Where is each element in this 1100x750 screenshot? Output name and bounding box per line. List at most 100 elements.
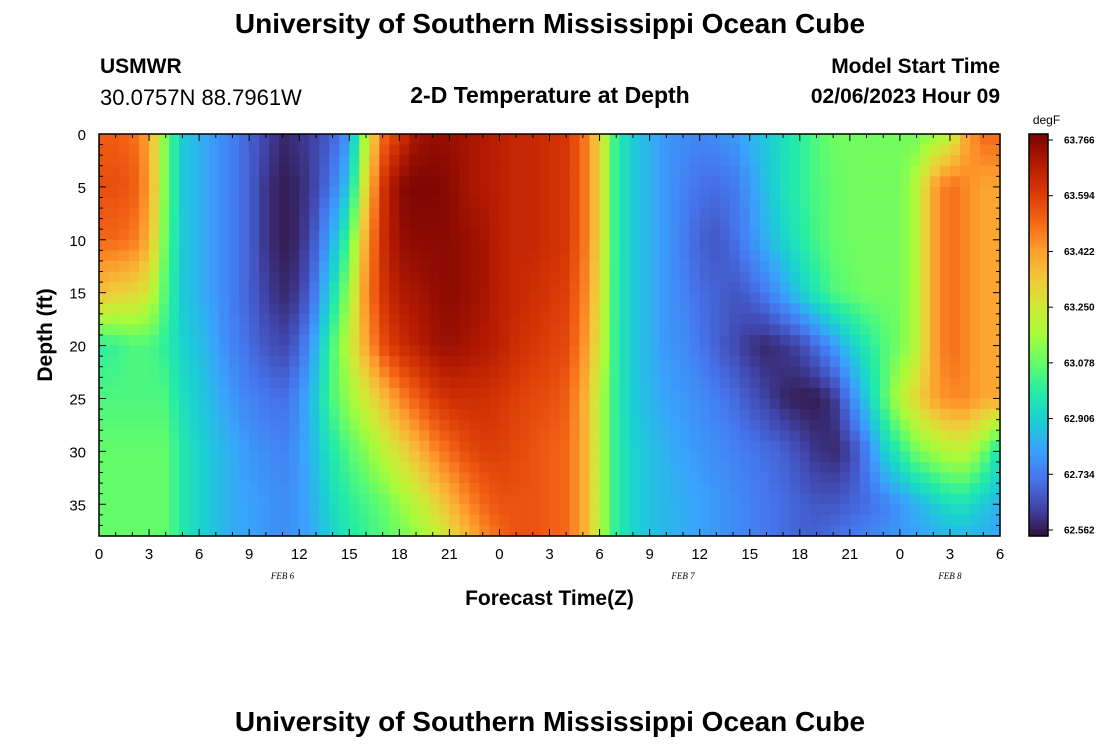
heatmap-cell [169,260,180,273]
heatmap-cell [549,197,561,209]
heatmap-cell [639,260,651,273]
heatmap-cell [249,483,260,495]
heatmap-cell [449,409,460,421]
heatmap-cell [439,398,450,410]
heatmap-cell [979,514,991,527]
heatmap-cell [919,504,931,516]
heatmap-cell [829,218,841,230]
heatmap-cell [709,229,721,241]
heatmap-cell [129,144,140,156]
heatmap-cell [299,345,310,357]
heatmap-cell [479,419,491,431]
heatmap-cell [889,335,901,347]
heatmap-cell [929,483,941,495]
heatmap-cell [419,250,430,262]
heatmap-cell [889,176,901,188]
heatmap-cell [279,483,290,495]
heatmap-cell [779,472,791,484]
heatmap-cell [749,239,761,251]
heatmap-cell [699,186,711,199]
heatmap-cell [149,493,160,505]
heatmap-cell [619,514,631,527]
heatmap-cell [129,356,140,368]
heatmap-cell [279,197,290,209]
heatmap-cell [799,303,811,315]
heatmap-cell [519,398,531,410]
heatmap-cell [329,324,340,336]
heatmap-cell [759,324,771,336]
heatmap-cell [759,176,771,188]
heatmap-cell [489,472,501,484]
heatmap-cell [779,144,791,156]
heatmap-cell [499,176,511,188]
heatmap-cell [479,345,491,357]
heatmap-cell [759,197,771,209]
heatmap-cell [189,345,200,357]
heatmap-cell [689,134,701,146]
heatmap-cell [969,313,981,326]
heatmap-cell [479,197,491,209]
heatmap-cell [649,493,661,505]
heatmap-cell [349,134,360,146]
heatmap-cell [159,366,170,378]
heatmap-cell [539,472,551,484]
heatmap-cell [379,155,390,167]
heatmap-cell [119,356,130,368]
heatmap-cell [279,239,290,251]
heatmap-cell [949,250,961,262]
heatmap-cell [409,377,420,389]
heatmap-cell [189,419,200,431]
heatmap-cell [379,409,390,421]
heatmap-cell [509,155,521,167]
heatmap-cell [479,409,491,421]
heatmap-cell [129,472,140,484]
heatmap-cell [749,260,761,273]
heatmap-cell [769,165,781,177]
heatmap-cell [959,324,971,336]
heatmap-cell [129,186,140,199]
colorbar-segment [1029,408,1048,413]
heatmap-cell [989,282,1001,294]
heatmap-cell [119,208,130,220]
heatmap-cell [169,377,180,389]
heatmap-cell [919,440,931,452]
heatmap-cell [99,186,110,199]
heatmap-cell [919,144,931,156]
heatmap-cell [329,493,340,505]
heatmap-cell [259,165,270,177]
heatmap-cell [149,356,160,368]
heatmap-cell [329,218,340,230]
heatmap-cell [389,260,400,273]
heatmap-cell [679,260,691,273]
heatmap-cell [809,186,821,199]
heatmap-cell [929,504,941,516]
heatmap-cell [399,155,410,167]
heatmap-cell [209,260,220,273]
heatmap-cell [349,419,360,431]
heatmap-cell [799,134,811,146]
heatmap-cell [259,239,270,251]
heatmap-cell [969,451,981,463]
heatmap-cell [159,186,170,199]
heatmap-cell [579,366,591,378]
heatmap-cell [259,144,270,156]
heatmap-cell [139,345,150,357]
heatmap-cell [399,292,410,304]
heatmap-cell [579,282,591,294]
heatmap-cell [989,419,1001,431]
heatmap-cell [179,218,190,230]
heatmap-cell [349,387,360,400]
heatmap-cell [569,197,581,209]
heatmap-cell [239,377,250,389]
heatmap-cell [759,186,771,199]
heatmap-cell [979,366,991,378]
heatmap-cell [279,134,290,146]
heatmap-cell [179,335,190,347]
heatmap-cell [859,282,871,294]
heatmap-cell [459,430,471,442]
heatmap-cell [709,483,721,495]
heatmap-cell [809,197,821,209]
heatmap-cell [589,345,601,357]
heatmap-cell [729,440,741,452]
colorbar-segment [1029,432,1048,437]
